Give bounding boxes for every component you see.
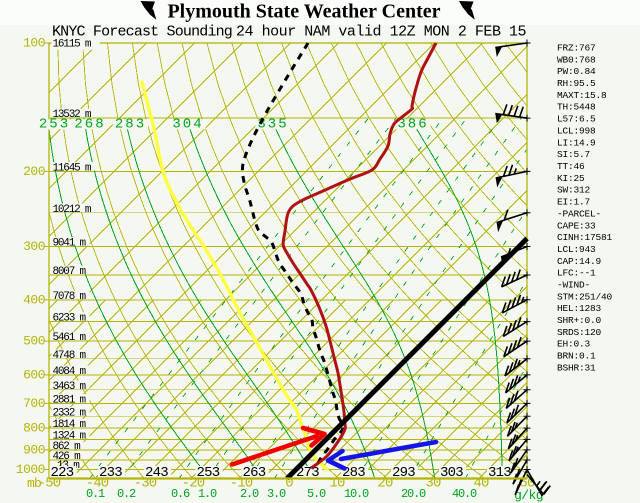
svg-text:CAP:14.9: CAP:14.9 bbox=[557, 256, 602, 267]
svg-text:mb: mb bbox=[27, 476, 41, 491]
svg-text:386: 386 bbox=[397, 116, 428, 132]
svg-text:293: 293 bbox=[392, 465, 415, 481]
svg-text:RH:95.5: RH:95.5 bbox=[557, 78, 596, 89]
svg-text:900: 900 bbox=[23, 442, 45, 457]
svg-text:FRZ:767: FRZ:767 bbox=[557, 43, 596, 54]
svg-text:0.2: 0.2 bbox=[117, 487, 136, 501]
svg-text:SI:5.7: SI:5.7 bbox=[557, 149, 590, 160]
svg-text:600: 600 bbox=[23, 367, 45, 382]
svg-text:300: 300 bbox=[23, 239, 45, 254]
svg-text:8007 m: 8007 m bbox=[53, 266, 87, 278]
svg-text:3463 m: 3463 m bbox=[53, 381, 87, 393]
svg-text:10212 m: 10212 m bbox=[53, 204, 92, 216]
svg-text:1814 m: 1814 m bbox=[53, 419, 87, 431]
svg-text:40.0: 40.0 bbox=[452, 487, 477, 501]
svg-text:-PARCEL-: -PARCEL- bbox=[557, 208, 601, 219]
svg-text:273: 273 bbox=[296, 465, 319, 481]
svg-text:6233 m: 6233 m bbox=[53, 313, 87, 325]
svg-text:10.0: 10.0 bbox=[344, 487, 369, 501]
svg-text:800: 800 bbox=[23, 421, 45, 436]
svg-text:KI:25: KI:25 bbox=[557, 173, 585, 184]
svg-text:MAXT:15.8: MAXT:15.8 bbox=[557, 90, 607, 101]
svg-text:313: 313 bbox=[488, 465, 511, 481]
svg-text:Plymouth State Weather Center: Plymouth State Weather Center bbox=[167, 1, 440, 23]
svg-text:283: 283 bbox=[342, 465, 365, 481]
svg-text:304: 304 bbox=[172, 116, 203, 132]
svg-text:5.0: 5.0 bbox=[307, 487, 326, 501]
svg-text:g/kg: g/kg bbox=[514, 488, 543, 503]
svg-text:9041 m: 9041 m bbox=[53, 238, 87, 250]
svg-text:335: 335 bbox=[257, 116, 288, 132]
svg-text:2881 m: 2881 m bbox=[53, 395, 87, 407]
svg-text:4748 m: 4748 m bbox=[53, 350, 87, 362]
svg-text:LFC:--1: LFC:--1 bbox=[557, 268, 596, 279]
svg-text:2332 m: 2332 m bbox=[53, 407, 87, 419]
svg-text:STM:251/40: STM:251/40 bbox=[557, 291, 613, 302]
svg-text:CAPE:33: CAPE:33 bbox=[557, 220, 596, 231]
svg-text:5461 m: 5461 m bbox=[53, 332, 87, 344]
svg-text:LI:14.9: LI:14.9 bbox=[557, 137, 596, 148]
svg-text:303: 303 bbox=[440, 465, 463, 481]
svg-text:LCL:943: LCL:943 bbox=[557, 244, 596, 255]
svg-text:200: 200 bbox=[23, 164, 45, 179]
svg-text:223: 223 bbox=[51, 465, 74, 481]
svg-text:426 m: 426 m bbox=[53, 451, 82, 463]
svg-text:0.1: 0.1 bbox=[86, 487, 105, 501]
svg-text:KNYC Forecast Sounding: KNYC Forecast Sounding bbox=[52, 23, 232, 40]
svg-text:500: 500 bbox=[23, 334, 45, 349]
svg-text:700: 700 bbox=[23, 396, 45, 411]
svg-text:PW:0.84: PW:0.84 bbox=[557, 66, 596, 77]
svg-text:BSHR:31: BSHR:31 bbox=[557, 362, 596, 373]
svg-text:400: 400 bbox=[23, 292, 45, 307]
svg-text:100: 100 bbox=[23, 36, 45, 51]
svg-text:7078 m: 7078 m bbox=[53, 291, 87, 303]
svg-text:862 m: 862 m bbox=[53, 441, 82, 453]
svg-text:3.0: 3.0 bbox=[267, 487, 286, 501]
svg-text:253: 253 bbox=[39, 116, 70, 132]
svg-text:SHR+:0.0: SHR+:0.0 bbox=[557, 315, 602, 326]
svg-text:253: 253 bbox=[197, 465, 220, 481]
svg-text:233: 233 bbox=[99, 465, 122, 481]
svg-text:BRN:0.1: BRN:0.1 bbox=[557, 351, 596, 362]
svg-text:EI:1.7: EI:1.7 bbox=[557, 197, 590, 208]
svg-text:243: 243 bbox=[145, 465, 168, 481]
svg-text:TT:46: TT:46 bbox=[557, 161, 585, 172]
svg-text:WB0:768: WB0:768 bbox=[557, 54, 596, 65]
svg-text:20.0: 20.0 bbox=[401, 487, 426, 501]
svg-text:11645 m: 11645 m bbox=[53, 163, 92, 175]
svg-text:1.0: 1.0 bbox=[198, 487, 217, 501]
svg-text:1324 m: 1324 m bbox=[53, 431, 87, 443]
svg-text:0: 0 bbox=[285, 476, 293, 492]
svg-text:4084 m: 4084 m bbox=[53, 366, 87, 378]
svg-text:EH:0.3: EH:0.3 bbox=[557, 339, 591, 350]
svg-text:LCL:998: LCL:998 bbox=[557, 125, 596, 136]
svg-text:263: 263 bbox=[243, 465, 266, 481]
svg-text:1000: 1000 bbox=[16, 462, 45, 477]
svg-text:SW:312: SW:312 bbox=[557, 185, 591, 196]
svg-text:283: 283 bbox=[115, 116, 146, 132]
svg-text:13532 m: 13532 m bbox=[53, 109, 92, 121]
svg-text:TH:5448: TH:5448 bbox=[557, 102, 596, 113]
svg-text:16115 m: 16115 m bbox=[53, 39, 92, 51]
svg-text:L57:6.5: L57:6.5 bbox=[557, 114, 596, 125]
svg-text:CINH:17581: CINH:17581 bbox=[557, 232, 613, 243]
svg-text:HEL:1283: HEL:1283 bbox=[557, 303, 602, 314]
svg-text:SRDS:120: SRDS:120 bbox=[557, 327, 602, 338]
svg-text:0.6: 0.6 bbox=[171, 487, 190, 501]
svg-text:268: 268 bbox=[74, 116, 105, 132]
svg-text:2.0: 2.0 bbox=[240, 487, 259, 501]
svg-text:-WIND-: -WIND- bbox=[557, 280, 590, 291]
svg-text:24 hour NAM valid 12Z MON 2 FE: 24 hour NAM valid 12Z MON 2 FEB 15 bbox=[236, 23, 527, 40]
